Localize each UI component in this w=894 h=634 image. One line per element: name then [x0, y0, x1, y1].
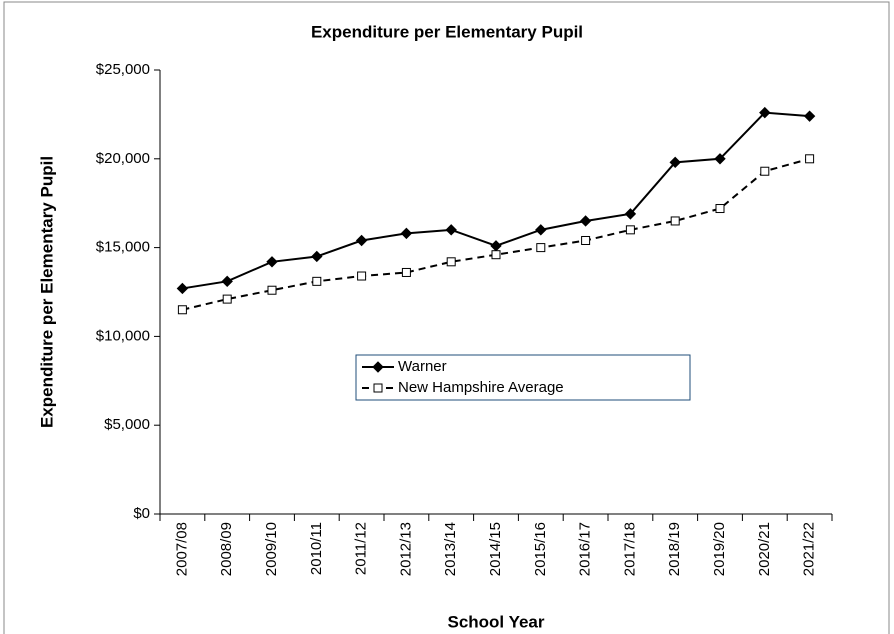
- point: [714, 153, 726, 165]
- point: [803, 110, 816, 122]
- legend-label: Warner: [398, 358, 447, 375]
- x-axis-label: School Year: [447, 612, 544, 631]
- point: [312, 276, 322, 286]
- x-tick-label: 2015/16: [532, 522, 549, 576]
- point: [176, 282, 189, 295]
- y-tick-label: $15,000: [96, 239, 150, 256]
- y-tick-label: $5,000: [104, 416, 150, 433]
- legend-marker: [373, 383, 383, 393]
- point: [446, 257, 456, 267]
- y-axis-label: Expenditure per Elementary Pupil: [37, 156, 56, 428]
- x-tick-label: 2014/15: [487, 522, 504, 576]
- x-tick-label: 2008/09: [218, 522, 235, 576]
- x-tick-label: 2018/19: [666, 522, 683, 576]
- point: [535, 224, 547, 236]
- point: [401, 267, 411, 277]
- point: [357, 271, 367, 281]
- point: [445, 224, 457, 236]
- chart-title: Expenditure per Elementary Pupil: [311, 22, 583, 41]
- point: [579, 215, 592, 227]
- legend-marker: [372, 361, 384, 373]
- x-tick-label: 2016/17: [577, 522, 594, 576]
- chart-frame: [3, 1, 890, 634]
- point: [400, 227, 413, 240]
- x-tick-label: 2009/10: [263, 522, 280, 576]
- y-tick-label: $10,000: [96, 327, 150, 344]
- point: [624, 208, 637, 220]
- x-tick-label: 2019/20: [711, 522, 728, 576]
- point: [177, 305, 187, 315]
- y-tick-label: $0: [133, 505, 150, 522]
- point: [805, 154, 815, 164]
- point: [222, 294, 232, 304]
- x-tick-label: 2021/22: [801, 522, 818, 576]
- point: [670, 216, 680, 226]
- legend-label: New Hampshire Average: [398, 379, 564, 396]
- point: [266, 256, 278, 268]
- x-tick-label: 2007/08: [173, 522, 190, 576]
- point: [491, 250, 501, 260]
- point: [759, 106, 771, 119]
- x-tick-label: 2011/12: [353, 522, 370, 575]
- y-tick-label: $20,000: [96, 150, 150, 167]
- point: [760, 166, 770, 176]
- y-tick-label: $25,000: [96, 61, 150, 78]
- x-tick-label: 2017/18: [621, 522, 638, 576]
- x-tick-label: 2010/11: [308, 522, 325, 575]
- x-tick-label: 2013/14: [442, 522, 459, 576]
- x-tick-label: 2020/21: [756, 522, 773, 576]
- x-tick-label: 2012/13: [397, 522, 414, 576]
- point: [355, 234, 368, 247]
- point: [267, 285, 277, 295]
- point: [221, 275, 233, 288]
- point: [715, 204, 725, 214]
- point: [536, 243, 546, 253]
- point: [581, 235, 591, 245]
- point: [625, 225, 635, 235]
- point: [669, 156, 681, 169]
- point: [311, 250, 323, 263]
- legend-box: [355, 354, 691, 401]
